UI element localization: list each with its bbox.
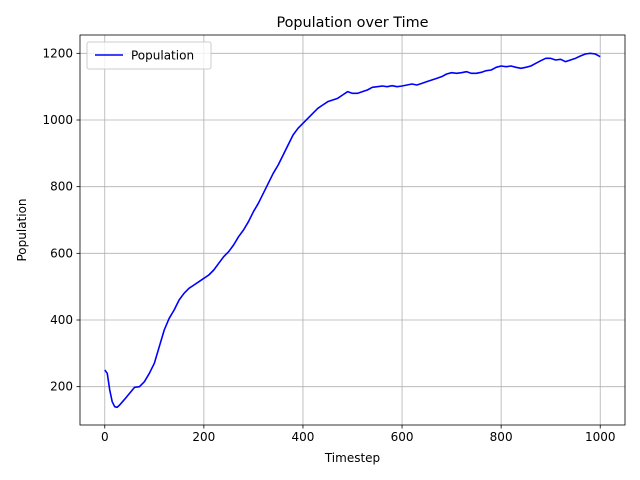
chart-title: Population over Time xyxy=(276,15,428,31)
y-tick-label: 800 xyxy=(50,180,73,194)
legend: Population xyxy=(86,41,212,70)
legend-box xyxy=(86,41,212,70)
plot-frame xyxy=(79,34,626,426)
x-tick-label: 200 xyxy=(192,430,215,444)
x-tick-label: 400 xyxy=(292,430,315,444)
y-tick-label: 200 xyxy=(50,380,73,394)
x-tick-label: 0 xyxy=(101,430,109,444)
y-tick-label: 400 xyxy=(50,313,73,327)
ticks: 0 200 400 600 800 1000 200 400 600 800 1000 1200 xyxy=(42,46,615,444)
series-layer xyxy=(104,52,601,409)
x-tick-label: 600 xyxy=(391,430,414,444)
grid xyxy=(80,35,625,425)
x-tick-label: 1000 xyxy=(585,430,616,444)
plot-area xyxy=(80,35,625,425)
y-axis-title: Population xyxy=(15,198,29,261)
series-line-population xyxy=(104,52,601,409)
y-tick-label: 1200 xyxy=(42,46,73,60)
y-tick-label: 600 xyxy=(50,246,73,260)
x-axis-title: Timestep xyxy=(324,451,380,465)
y-tick-label: 1000 xyxy=(42,113,73,127)
legend-label-population: Population xyxy=(131,49,194,63)
x-tick-label: 800 xyxy=(490,430,513,444)
